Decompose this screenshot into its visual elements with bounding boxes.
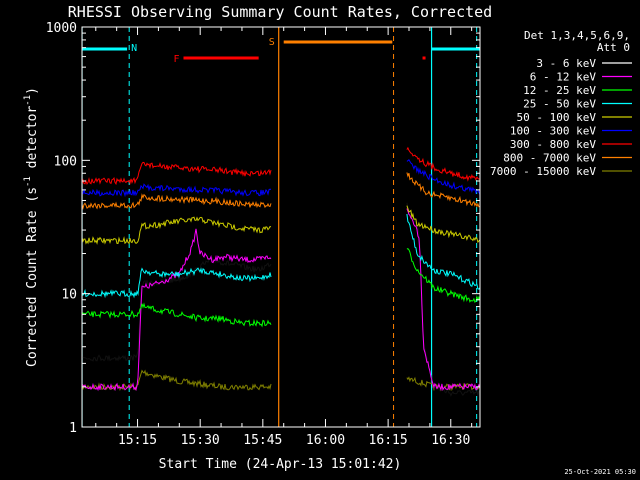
series-line-7-part-1 — [406, 172, 480, 208]
saa-flag-label: S — [269, 37, 275, 48]
legend-title-line-2: Att 0 — [597, 41, 630, 54]
night-flag-label: N — [131, 43, 137, 54]
series-line-3-part-1 — [406, 213, 480, 290]
legend-entry-label-5: 100 - 300 keV — [510, 125, 596, 138]
legend-entry-label-0: 3 - 6 keV — [536, 57, 596, 70]
y-axis-label-end: ) — [25, 87, 40, 95]
series-line-6-part-1 — [406, 146, 480, 182]
legend-entry-label-7: 800 - 7000 keV — [503, 152, 596, 165]
y-axis-label-main: Corrected Count Rate (s — [25, 187, 40, 367]
x-tick-label-2: 15:45 — [243, 433, 282, 448]
y-tick-label-2: 100 — [54, 154, 77, 169]
y-axis-label: Corrected Count Rate (s-1 detector-1) — [23, 87, 40, 367]
y-axis-label-mid: detector — [25, 106, 40, 177]
axes: 1 10 100 1000 15:15 15:30 15:45 16:00 16:15 16:30 — [46, 21, 480, 448]
series-line-4-part-0 — [82, 216, 272, 245]
plot-inner — [82, 27, 480, 427]
legend-entry-label-2: 12 - 25 keV — [523, 84, 596, 97]
footer-timestamp: 25-Oct-2021 05:30 — [564, 468, 636, 476]
x-tick-label-5: 16:30 — [431, 433, 470, 448]
y-tick-label-1: 10 — [61, 288, 77, 303]
plot-frame — [81, 26, 481, 428]
y-axis-label-exp2: -1 — [23, 95, 33, 106]
series-line-6-part-0 — [82, 161, 272, 186]
series-line-0-part-0 — [82, 257, 272, 362]
flare-flag-point-0 — [422, 56, 426, 60]
legend-entry-label-4: 50 - 100 keV — [517, 111, 597, 124]
series-line-5-part-0 — [82, 183, 272, 198]
legend-entry-label-6: 300 - 800 keV — [510, 138, 596, 151]
x-axis-label: Start Time (24-Apr-13 15:01:42) — [159, 457, 402, 472]
series-line-1-part-1 — [406, 208, 480, 392]
x-tick-label-0: 15:15 — [118, 433, 157, 448]
x-tick-label-1: 15:30 — [181, 433, 220, 448]
legend-title-line-1: Det 1,3,4,5,6,9, — [524, 29, 630, 42]
y-axis-label-exp1: -1 — [23, 176, 33, 187]
flare-flag-label: F — [173, 54, 179, 65]
series-line-7-part-0 — [82, 193, 272, 210]
y-tick-label-3: 1000 — [46, 21, 77, 36]
series-line-4-part-1 — [406, 205, 480, 244]
legend-entry-label-3: 25 - 50 keV — [523, 98, 596, 111]
series-line-3-part-0 — [82, 267, 272, 299]
series-line-5-part-1 — [406, 159, 480, 195]
series-line-2-part-1 — [406, 248, 480, 304]
legend-entry-label-8: 7000 - 15000 keV — [490, 165, 596, 178]
x-tick-label-4: 16:15 — [369, 433, 408, 448]
chart-title: RHESSI Observing Summary Count Rates, Co… — [68, 3, 492, 21]
plot-area: N F S — [82, 27, 480, 427]
series-line-2-part-0 — [82, 302, 272, 328]
y-tick-label-0: 1 — [69, 421, 77, 436]
legend-entry-label-1: 6 - 12 keV — [530, 71, 597, 84]
x-tick-label-3: 16:00 — [306, 433, 345, 448]
